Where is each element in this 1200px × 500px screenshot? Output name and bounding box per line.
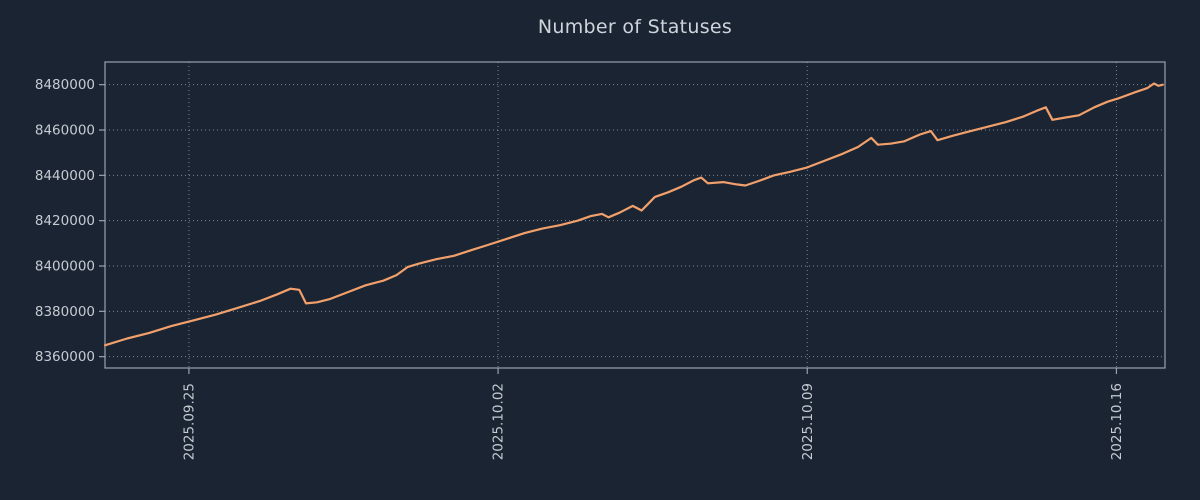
x-axis-tick-label: 2025.10.09 bbox=[800, 383, 816, 460]
y-axis-tick-label: 8420000 bbox=[35, 213, 95, 229]
y-axis-tick-label: 8400000 bbox=[35, 259, 95, 275]
y-axis-tick-label: 8480000 bbox=[35, 77, 95, 93]
y-axis-tick-label: 8460000 bbox=[35, 123, 95, 139]
y-axis-tick-label: 8360000 bbox=[35, 349, 95, 365]
x-axis-tick-label: 2025.10.16 bbox=[1109, 383, 1125, 460]
x-axis-tick-label: 2025.10.02 bbox=[491, 383, 507, 460]
chart-title: Number of Statuses bbox=[537, 16, 733, 38]
plot-frame bbox=[104, 61, 1166, 369]
y-axis-tick-label: 8380000 bbox=[35, 304, 95, 320]
y-axis-tick-label: 8440000 bbox=[35, 168, 95, 184]
statuses-trend-line bbox=[103, 82, 1164, 347]
x-axis-tick-label: 2025.09.25 bbox=[181, 383, 197, 460]
